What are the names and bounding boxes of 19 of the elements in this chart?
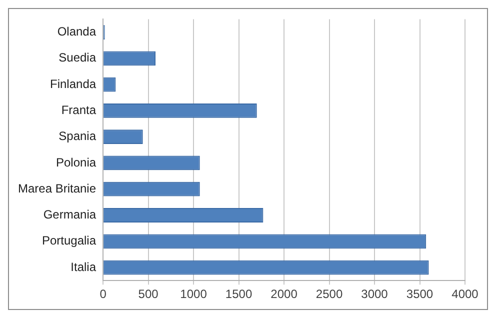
y-tick-label: Germania	[43, 208, 96, 222]
x-tick-label: 1000	[180, 287, 208, 302]
y-tick-label: Spania	[58, 129, 96, 144]
y-tick-label: Franta	[61, 103, 96, 118]
x-tick-label: 3000	[361, 287, 388, 302]
x-tick-label: 500	[138, 287, 159, 302]
y-tick-label: Olanda	[57, 24, 96, 39]
y-tick-label: Polonia	[56, 155, 96, 170]
x-tick-label: 0	[100, 287, 107, 302]
y-tick-label: Italia	[70, 260, 96, 274]
x-tick-label: 1500	[225, 287, 252, 302]
y-tick-label: Portugalia	[42, 234, 96, 248]
x-tick-label: 3500	[406, 287, 434, 302]
x-tick-label: 4000	[452, 287, 479, 302]
y-tick-label: Suedia	[58, 50, 96, 65]
x-tick-label: 2000	[270, 287, 298, 302]
y-tick-label: Marea Britanie	[18, 181, 96, 196]
y-tick-label: Finlanda	[50, 76, 96, 91]
x-tick-label: 2500	[316, 287, 343, 302]
